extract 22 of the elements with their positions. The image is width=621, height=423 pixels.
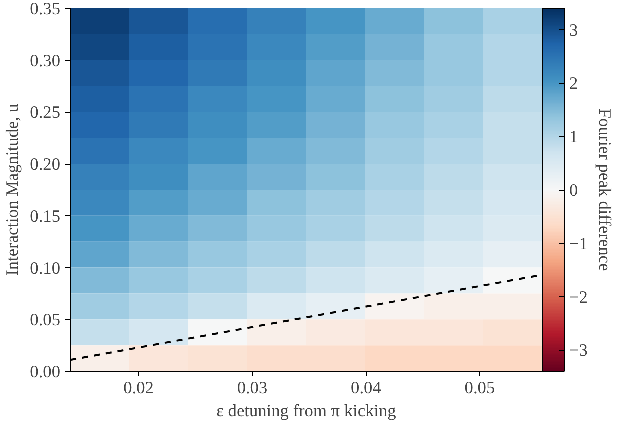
color-bar-title: Fourier peak difference bbox=[596, 108, 614, 272]
y-tick-label: 0.20 bbox=[30, 155, 61, 174]
color-bar-label: 3 bbox=[570, 20, 578, 40]
x-tick-label: 0.02 bbox=[124, 378, 154, 398]
y-tick-label: 0.15 bbox=[30, 206, 61, 226]
y-tick-label: 0.25 bbox=[30, 103, 61, 122]
color-bar-label: −3 bbox=[570, 341, 588, 360]
y-axis-title: Interaction Magnitude, u bbox=[3, 104, 22, 276]
color-bar-label: 1 bbox=[570, 128, 578, 147]
y-tick-label: 0.05 bbox=[30, 310, 61, 330]
y-tick-label: 0.30 bbox=[30, 51, 61, 70]
x-tick-label: 0.04 bbox=[351, 378, 382, 398]
color-bar-label: −2 bbox=[570, 288, 588, 307]
color-bar-label: 0 bbox=[570, 181, 578, 200]
y-tick-label: 0.10 bbox=[30, 258, 61, 278]
x-axis-title: ε detuning from π kicking bbox=[216, 402, 397, 420]
y-tick-label: 0.00 bbox=[30, 362, 61, 382]
color-bar-label: 2 bbox=[570, 74, 578, 94]
y-tick-label: 0.35 bbox=[30, 0, 61, 18]
color-bar-label: −1 bbox=[570, 234, 588, 254]
x-tick-label: 0.03 bbox=[237, 378, 268, 398]
x-tick-label: 0.05 bbox=[464, 378, 496, 398]
